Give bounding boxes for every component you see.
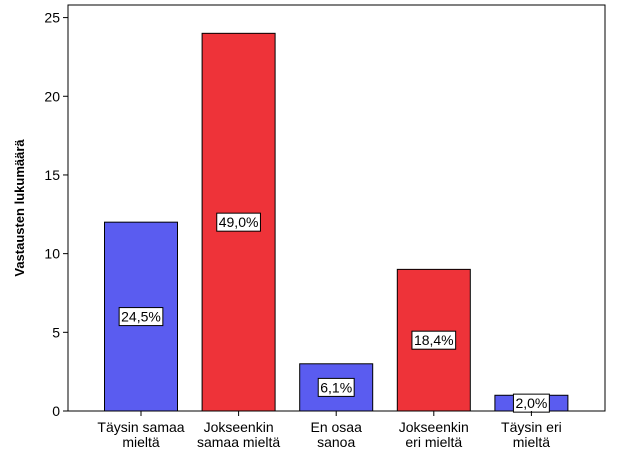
data-label-text: 2,0%	[515, 395, 547, 411]
data-label-text: 18,4%	[414, 332, 454, 348]
data-label-text: 24,5%	[121, 309, 161, 325]
bars: 24,5% 49,0% 6,1% 18,4% 2,0%	[104, 32, 569, 413]
x-tick-label: Täysin eri	[501, 419, 562, 435]
y-tick-label: 5	[52, 324, 60, 340]
x-tick-label: samaa mieltä	[197, 434, 280, 450]
data-label-text: 49,0%	[219, 214, 259, 230]
data-label: 18,4%	[411, 330, 457, 350]
x-tick-label: mieltä	[513, 434, 551, 450]
y-tick-label: 25	[44, 10, 60, 26]
x-tick-label: Jokseenkin	[399, 419, 469, 435]
data-label-box	[411, 330, 457, 350]
data-label: 6,1%	[317, 377, 355, 397]
x-tick-label: Täysin samaa	[97, 419, 184, 435]
y-tick-label: 20	[44, 88, 60, 104]
data-label-text: 6,1%	[320, 379, 352, 395]
data-label-box	[216, 212, 261, 232]
data-label-box	[118, 307, 164, 327]
x-tick-label: sanoa	[317, 434, 355, 450]
x-tick-label: En osaa	[311, 419, 363, 435]
y-axis: 0 5 10 15 20 25	[44, 10, 68, 419]
data-label: 2,0%	[512, 393, 550, 413]
x-tick-label: Jokseenkin	[204, 419, 274, 435]
data-label: 49,0%	[216, 212, 261, 232]
y-tick-label: 15	[44, 167, 60, 183]
data-label-box	[317, 377, 355, 397]
data-label: 24,5%	[118, 307, 164, 327]
x-tick-label: eri mieltä	[405, 434, 462, 450]
y-tick-label: 10	[44, 246, 60, 262]
y-axis-label: Vastausten lukumäärä	[12, 139, 27, 277]
y-tick-label: 0	[52, 403, 60, 419]
x-tick-label: mieltä	[122, 434, 160, 450]
